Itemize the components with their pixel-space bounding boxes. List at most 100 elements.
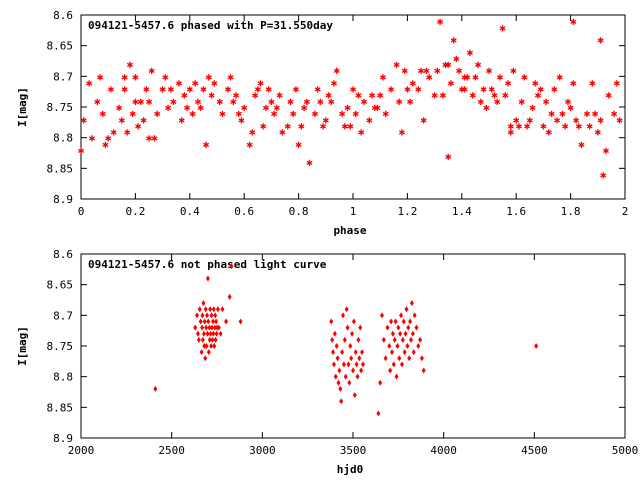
unphased-data-point	[360, 361, 365, 368]
phased-data-point: ✱	[434, 64, 441, 77]
phased-data-point: ✱	[320, 119, 327, 132]
phased-data-point: ✱	[415, 83, 422, 96]
unphased-data-point	[202, 343, 207, 349]
unphased-data-point	[238, 318, 243, 325]
phased-data-point: ✱	[556, 70, 563, 83]
unphased-data-point	[214, 318, 219, 325]
y-tick-label: 8.65	[47, 40, 74, 53]
phased-data-point: ✱	[502, 89, 509, 102]
unphased-data-point	[360, 349, 365, 356]
phased-data-point: ✱	[597, 34, 604, 47]
phased-data-point: ✱	[358, 126, 365, 139]
unphased-data-point	[400, 336, 405, 343]
phased-data-point: ✱	[129, 107, 136, 120]
phased-data-point: ✱	[312, 107, 319, 120]
phased-data-point: ✱	[124, 126, 131, 139]
phased-data-point: ✱	[279, 126, 286, 139]
unphased-data-point	[351, 318, 356, 325]
phased-data-point: ✱	[238, 113, 245, 126]
phased-data-point: ✱	[594, 126, 601, 139]
unphased-data-point	[204, 324, 209, 331]
unphased-data-point	[350, 330, 355, 337]
y-tick-label: 8.75	[47, 101, 74, 114]
phased-data-point: ✱	[246, 138, 253, 151]
unphased-data-point	[214, 330, 219, 337]
phased-data-point: ✱	[257, 76, 264, 89]
phased-data-point: ✱	[450, 34, 457, 47]
phased-data-point: ✱	[532, 76, 539, 89]
phased-data-point: ✱	[380, 70, 387, 83]
unphased-data-point	[418, 336, 423, 343]
unphased-data-point	[211, 330, 216, 337]
unphased-data-point	[329, 318, 334, 325]
phased-data-point: ✱	[453, 52, 460, 65]
phased-data-point: ✱	[274, 101, 281, 114]
phased-data-point: ✱	[192, 76, 199, 89]
phased-data-point: ✱	[116, 101, 123, 114]
unphased-data-point	[342, 336, 347, 343]
phased-data-point: ✱	[290, 107, 297, 120]
unphased-data-point	[220, 306, 225, 313]
phased-data-point: ✱	[184, 101, 191, 114]
phased-data-point: ✱	[488, 83, 495, 96]
phased-data-point: ✱	[478, 95, 485, 108]
unphased-data-point	[408, 318, 413, 325]
phased-data-point: ✱	[298, 119, 305, 132]
phased-data-point: ✱	[551, 83, 558, 96]
phased-data-point: ✱	[328, 95, 335, 108]
unphased-data-point	[153, 385, 158, 392]
unphased-data-point	[398, 330, 403, 337]
unphased-data-point	[343, 373, 348, 380]
unphased-data-point	[207, 336, 212, 343]
unphased-data-point	[349, 355, 354, 362]
unphased-data-point	[207, 324, 212, 331]
phased-data-point: ✱	[195, 95, 202, 108]
phased-data-point: ✱	[219, 107, 226, 120]
phased-data-point: ✱	[181, 89, 188, 102]
y-tick-label: 8.75	[47, 340, 74, 353]
unphased-data-point	[334, 343, 339, 349]
x-tick-label: 2000	[68, 444, 95, 457]
x-tick-label: 3500	[340, 444, 367, 457]
phased-data-point: ✱	[151, 132, 158, 145]
phased-data-point: ✱	[366, 113, 373, 126]
unphased-data-point	[341, 361, 346, 368]
phased-data-point: ✱	[437, 15, 444, 28]
phased-data-point: ✱	[546, 126, 553, 139]
x-tick-label: 1.6	[506, 205, 526, 218]
phased-data-point: ✱	[132, 70, 139, 83]
unphased-data-point	[209, 343, 214, 349]
phased-data-point: ✱	[393, 58, 400, 71]
phased-data-point: ✱	[233, 89, 240, 102]
unphased-data-point	[344, 306, 349, 313]
phased-data-point: ✱	[301, 101, 308, 114]
unphased-data-point	[355, 373, 360, 380]
y-tick-label: 8.65	[47, 279, 74, 292]
phased-data-point: ✱	[526, 113, 533, 126]
phased-data-point: ✱	[535, 89, 542, 102]
unphased-data-point	[401, 318, 406, 325]
unphased-data-point	[193, 324, 198, 331]
phased-data-point: ✱	[597, 113, 604, 126]
phased-data-point: ✱	[605, 89, 612, 102]
unphased-data-point	[197, 306, 202, 313]
phased-data-point: ✱	[410, 76, 417, 89]
phased-data-point: ✱	[513, 113, 520, 126]
unphased-data-point	[346, 361, 351, 368]
unphased-data-point	[406, 324, 411, 331]
y-tick-label: 8.7	[53, 70, 73, 83]
phased-data-point: ✱	[148, 64, 155, 77]
phased-data-point: ✱	[167, 83, 174, 96]
phased-data-point: ✱	[227, 70, 234, 83]
unphased-data-point	[203, 355, 208, 362]
unphased-data-point	[331, 361, 336, 368]
unphased-data-point	[376, 410, 381, 417]
phased-data-point: ✱	[331, 76, 338, 89]
phased-data-point: ✱	[165, 101, 172, 114]
phased-data-point: ✱	[426, 70, 433, 83]
unphased-data-point	[211, 306, 216, 313]
unphased-data-point	[416, 343, 421, 349]
phased-data-point: ✱	[303, 95, 310, 108]
phased-data-point: ✱	[80, 113, 87, 126]
phased-data-point: ✱	[254, 83, 261, 96]
